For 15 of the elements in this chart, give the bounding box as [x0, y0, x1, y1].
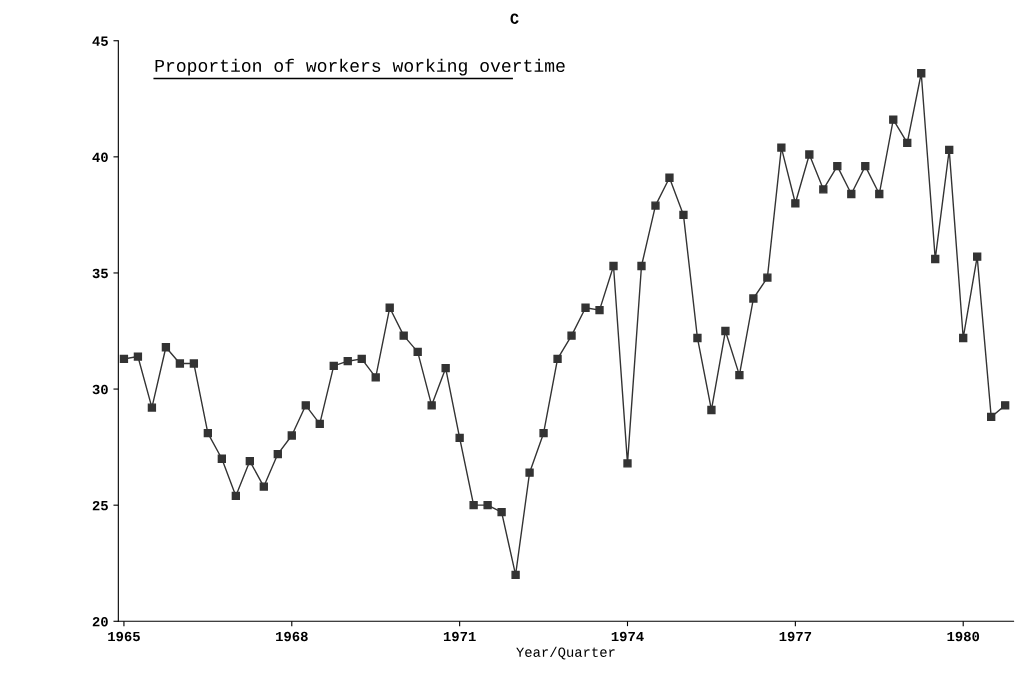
x-tick-label: 1968	[276, 631, 308, 642]
x-tick-label: 1977	[779, 631, 812, 642]
y-tick-label: 20	[92, 617, 108, 627]
x-tick-label: 1971	[443, 631, 476, 642]
x-axis-title: Year/Quarter	[516, 646, 615, 660]
text: C	[510, 13, 519, 24]
y-tick-label: 40	[92, 152, 108, 163]
x-tick-label: 1965	[108, 631, 140, 642]
y-tick-label: 25	[92, 500, 108, 511]
text: Proportion of workers working overtime	[155, 58, 565, 76]
y-tick-label: 30	[92, 384, 108, 395]
x-tick-label: 1980	[947, 631, 980, 642]
y-tick-label: 35	[92, 268, 108, 279]
x-tick-label: 1974	[611, 631, 644, 642]
y-tick-label: 45	[92, 36, 108, 46]
